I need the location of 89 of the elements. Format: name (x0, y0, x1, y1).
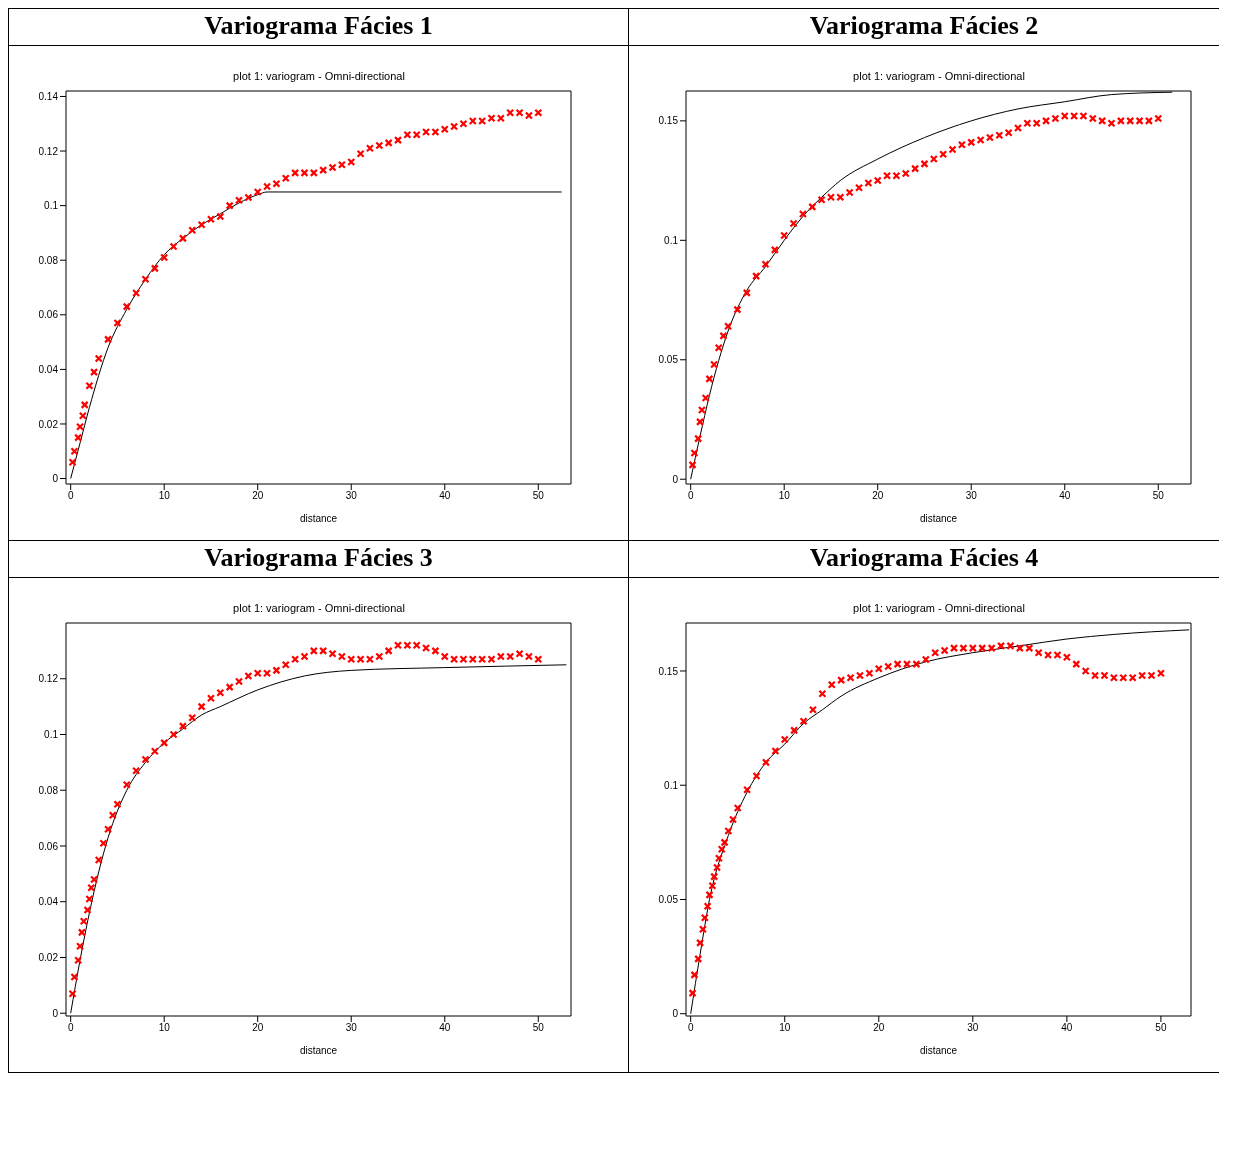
y-tick-label: 0.12 (38, 673, 59, 685)
x-tick-label: 30 (345, 1022, 358, 1034)
chart-subtitle: plot 1: variogram - Omni-directional (852, 602, 1026, 614)
y-tick-label: 0.14 (38, 91, 59, 103)
point (87, 883, 96, 892)
x-tick-label: 20 (873, 1022, 885, 1034)
y-tick-label: 0.04 (38, 896, 59, 908)
y-tick-label: 0.02 (38, 418, 59, 430)
x-tick-label: 0 (687, 1022, 694, 1034)
y-tick-label: 0.1 (664, 234, 679, 246)
x-tick-label: 10 (158, 1022, 171, 1034)
y-tick-label: 0.02 (38, 952, 59, 964)
y-tick-label: 0.15 (658, 665, 679, 677)
point (70, 972, 79, 982)
point (188, 713, 197, 722)
x-tick-label: 30 (967, 1022, 979, 1034)
point (431, 646, 440, 655)
chart-title: Variograma Fácies 4 (629, 541, 1219, 578)
y-tick-label: 0.08 (38, 254, 59, 266)
point (262, 182, 272, 191)
y-tick-label: 0.06 (38, 309, 59, 321)
point (80, 400, 89, 409)
point (939, 150, 948, 159)
x-tick-label: 20 (252, 490, 264, 502)
point (690, 448, 699, 458)
point (384, 646, 393, 655)
x-tick-label: 0 (67, 1022, 74, 1034)
x-tick-label: 50 (1155, 1022, 1167, 1034)
point (234, 677, 244, 686)
x-tick-label: 10 (158, 490, 171, 502)
chart-subtitle: plot 1: variogram - Omni-directional (232, 602, 406, 614)
point (524, 111, 534, 120)
point (709, 360, 719, 369)
point (108, 811, 117, 820)
x-tick-label: 20 (872, 490, 884, 502)
x-tick-label: 40 (439, 1022, 451, 1034)
y-tick-label: 0.1 (44, 200, 59, 212)
point (89, 875, 99, 884)
point (534, 655, 543, 664)
y-tick-label: 0.1 (44, 729, 59, 741)
y-tick-label: 0 (52, 1007, 59, 1019)
point (85, 894, 94, 904)
x-tick-label: 50 (532, 1022, 545, 1034)
y-tick-label: 0.15 (658, 115, 679, 127)
y-tick-label: 0 (672, 1008, 679, 1020)
chart-subtitle: plot 1: variogram - Omni-directional (232, 70, 406, 82)
x-tick-label: 30 (345, 490, 358, 502)
chart-title: Variograma Fácies 1 (9, 9, 628, 46)
x-axis-title: distance (299, 513, 338, 524)
point (337, 652, 346, 661)
point (113, 318, 122, 328)
x-tick-label: 40 (439, 490, 451, 502)
point (77, 928, 86, 937)
x-axis-title: distance (919, 513, 958, 524)
y-tick-label: 0.06 (38, 840, 59, 852)
y-tick-label: 0.05 (658, 894, 679, 906)
point (384, 138, 393, 147)
x-axis-title: distance (299, 1045, 338, 1056)
line-series (70, 191, 563, 480)
y-tick-label: 0.05 (658, 354, 679, 366)
x-tick-label: 50 (1152, 490, 1165, 502)
y-tick-label: 0.04 (38, 363, 59, 375)
chart-title: Variograma Fácies 2 (629, 9, 1219, 46)
x-tick-label: 0 (67, 490, 74, 502)
y-tick-label: 0.08 (38, 784, 59, 796)
point (911, 164, 920, 173)
x-tick-label: 20 (252, 1022, 264, 1034)
y-tick-label: 0.1 (664, 779, 679, 791)
point (440, 125, 449, 134)
y-tick-label: 0 (52, 473, 59, 485)
point (714, 343, 723, 352)
x-tick-label: 40 (1061, 1022, 1073, 1034)
x-tick-label: 10 (779, 1022, 791, 1034)
point (719, 331, 728, 340)
x-tick-label: 0 (687, 490, 694, 502)
point (705, 374, 714, 383)
x-tick-label: 10 (778, 490, 791, 502)
point (524, 652, 534, 661)
x-tick-label: 40 (1059, 490, 1071, 502)
y-tick-label: 0 (672, 473, 679, 485)
point (150, 264, 159, 273)
chart-subtitle: plot 1: variogram - Omni-directional (852, 70, 1026, 82)
point (79, 917, 88, 926)
x-tick-label: 50 (532, 490, 545, 502)
point (178, 234, 187, 243)
x-tick-label: 30 (965, 490, 978, 502)
x-axis-title: distance (919, 1045, 958, 1056)
y-tick-label: 0.12 (38, 145, 59, 157)
chart-title: Variograma Fácies 3 (9, 541, 628, 578)
